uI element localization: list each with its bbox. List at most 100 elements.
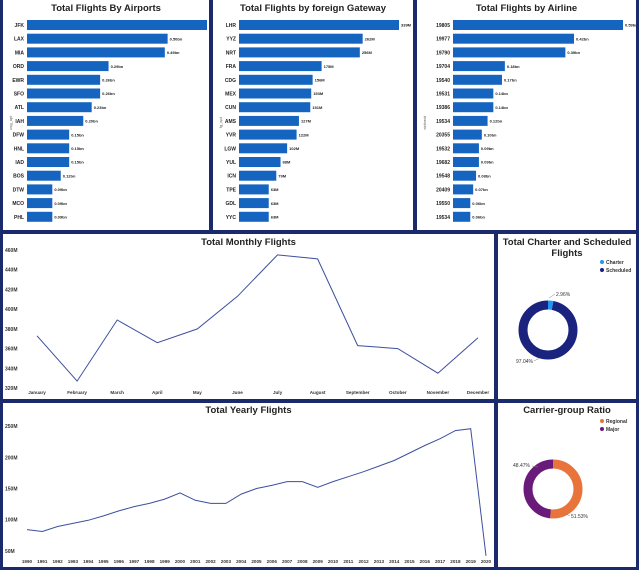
bar [453,184,474,195]
x-tick-label: 2014 [389,559,400,564]
chart-title: Total Charter and Scheduled Flights [502,237,632,259]
bar [27,20,207,30]
bar [239,184,269,195]
x-tick-label: 2011 [343,559,353,564]
category-label: ORD [13,64,25,70]
data-label: 0.12bn [63,173,76,178]
data-label: 153M [313,91,324,96]
monthly-line-chart: 320M 340M 360M 380M 400M 420M 440M 460M January F… [5,248,489,395]
y-tick-label: 440M [5,268,18,274]
x-tick-label: 2004 [236,559,247,564]
bar [453,157,479,167]
data-label: 0.14bn [495,91,508,96]
data-label: 127M [301,119,312,124]
category-label: MIA [15,50,25,56]
x-tick-label: 2010 [328,559,339,564]
category-label: 19550 [436,201,450,207]
data-label: 0.15bn [71,146,84,151]
legend-label: Scheduled [606,268,631,274]
panel-monthly: Total Monthly Flights 320M 340M 360M 380M 40… [3,234,494,399]
bar [453,47,566,58]
slice-label: 97.04% [516,359,534,365]
slice-label: 51.53% [571,514,589,520]
y-tick-label: 420M [5,287,18,293]
x-tick-label: July [273,390,283,395]
data-label: 262M [365,36,376,41]
bar [27,47,165,58]
data-label: 0.12bn [490,119,503,124]
y-tick-label: 380M [5,327,18,333]
data-label: 0.20bn [85,119,98,124]
x-tick-label: 2008 [297,559,308,564]
data-label: 63M [271,215,279,220]
bar [239,47,360,58]
x-tick-label: 1994 [83,559,94,564]
category-label: LHR [226,23,237,29]
data-label: 0.29bn [111,64,124,69]
data-label: 175M [324,64,335,69]
data-label: 0.49bn [167,50,180,55]
airports-bar-chart: usg_aptJFK0.64bnLAX0.50bnMIA0.49bnORD0.2… [8,20,207,222]
data-label: 79M [278,173,286,178]
data-label: 0.42bn [576,36,589,41]
data-label: 0.26bn [102,91,115,96]
chart-title: Carrier-group Ratio [523,405,611,416]
data-label: 0.09bn [54,187,67,192]
x-tick-label: 2005 [251,559,262,564]
x-tick-label: 2002 [205,559,216,564]
chart-title: Total Flights by Airline [475,3,578,14]
x-tick-label: 2020 [481,559,492,564]
bar [27,33,168,44]
data-label: 102M [289,146,300,151]
bar [453,211,471,222]
bar [27,184,53,195]
bar [453,61,505,72]
airline-bar-chart: airlineid 19805 0.59bn 19977 0.42bn 19790 0.39… [422,20,636,222]
gateway-bar-chart: fg_apt LHR 339M YYZ 262M NRT 256M FRA 175M CDG 156… [218,20,412,222]
bar [27,129,70,140]
category-label: 19534 [436,119,450,125]
data-label: 256M [362,50,373,55]
y-tick-label: 460M [5,248,18,254]
x-tick-label: January [28,390,46,395]
x-tick-label: 2015 [404,559,415,564]
leader-line [531,465,539,468]
category-label: 19534 [436,215,450,221]
x-tick-label: February [67,390,87,395]
x-tick-label: 1996 [114,559,125,564]
yearly-line-chart: 50M 100M 150M 200M 250M 1990 1991 1992 1993 1994 1… [5,424,492,564]
bar [239,102,311,113]
data-label: 0.14bn [495,105,508,110]
bar [239,74,313,85]
bar [27,170,61,181]
bar [27,61,109,72]
legend-marker [600,419,604,423]
x-tick-label: March [110,390,124,395]
y-tick-label: 320M [5,386,18,392]
category-label: YUL [226,160,236,166]
x-tick-label: 2006 [267,559,278,564]
bar [239,33,363,44]
bar [453,88,494,99]
x-tick-label: December [467,390,489,395]
category-label: GDL [225,201,236,207]
category-label: 20409 [436,187,450,193]
data-label: 0.23bn [94,105,107,110]
x-tick-label: 2013 [374,559,385,564]
category-label: 19531 [436,92,450,98]
category-label: AMS [225,119,237,125]
category-label: ICN [227,174,236,180]
category-label: YYC [226,215,237,221]
bar [453,74,502,85]
bar [27,102,92,113]
chart-title: Total Flights By Airports [51,3,161,14]
category-label: 19704 [436,64,450,70]
data-label: 122M [299,132,310,137]
bar [453,33,575,44]
data-label: 0.09bn [481,146,494,151]
data-label: 0.59bn [625,23,636,28]
donut-slice [518,300,578,360]
data-label: 0.07bn [475,187,488,192]
bar [453,170,477,181]
category-label: JFK [15,23,25,29]
